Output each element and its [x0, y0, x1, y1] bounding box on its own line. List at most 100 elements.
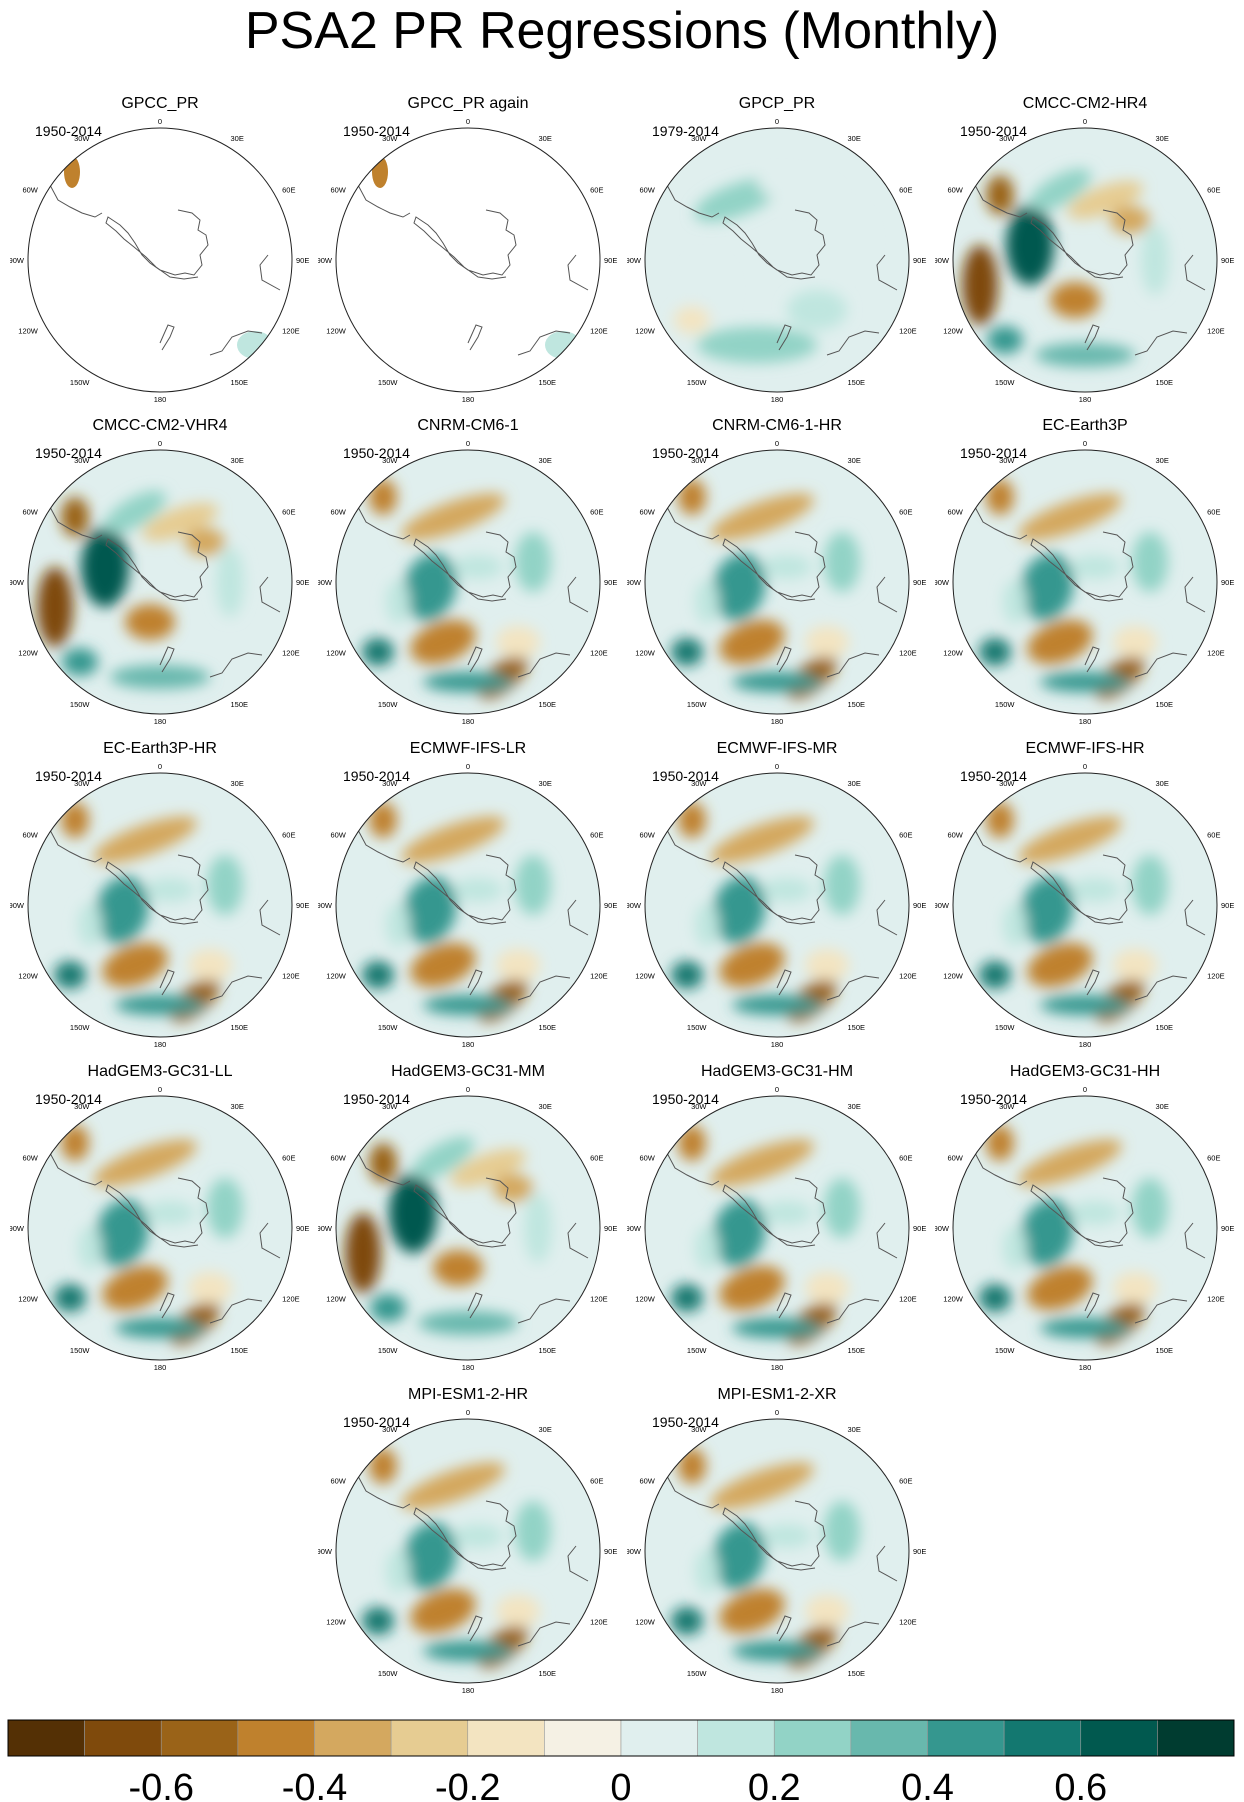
regression-anomaly	[93, 816, 197, 864]
regression-anomaly	[732, 1641, 822, 1661]
map-border	[644, 1418, 910, 1684]
regression-anomaly	[1113, 949, 1157, 981]
coastline	[467, 324, 483, 351]
coastline	[804, 1419, 860, 1427]
panel-period: 1950-2014	[960, 768, 1027, 784]
regression-anomaly	[115, 995, 205, 1015]
lon-label: 60W	[330, 186, 346, 195]
coastline	[567, 899, 589, 936]
lon-label: 150E	[1156, 700, 1174, 709]
polar-map: 0 30E 60E 90E 120E 150E 180 150W 120W 90W 60W 30W	[627, 1408, 926, 1695]
lon-label: 30W	[691, 1102, 707, 1111]
polar-map: 0 30E 60E 90E 120E 150E 180 150W 120W 90W 60W 30W	[627, 439, 926, 726]
lon-label: 180	[771, 395, 784, 404]
regression-anomaly	[1027, 1265, 1093, 1311]
lon-label: 150W	[995, 1023, 1016, 1032]
regression-anomaly	[54, 961, 86, 989]
lon-label: 60E	[590, 186, 603, 195]
lon-label: 120E	[899, 649, 917, 658]
coastline	[159, 324, 175, 351]
figure-title: PSA2 PR Regressions (Monthly)	[244, 2, 1000, 60]
coastline	[259, 576, 281, 613]
regression-anomaly	[450, 1149, 526, 1187]
lon-label: 30W	[74, 1102, 90, 1111]
map-panel: HadGEM3-GC31-HM 1950-2014 0 30E 60E 90E 120E 15…	[627, 1063, 927, 1372]
colorbar-swatch	[1080, 1719, 1158, 1757]
coastline	[259, 1222, 281, 1259]
regression-anomaly	[216, 547, 244, 617]
coastline	[517, 1621, 571, 1647]
lon-label: 0	[466, 117, 470, 126]
lon-label: 150W	[70, 700, 91, 709]
lon-label: 30W	[74, 134, 90, 143]
coastline	[495, 1419, 551, 1427]
lon-label: 0	[1083, 1085, 1087, 1094]
lon-label: 30E	[231, 134, 244, 143]
map-panel: ECMWF-IFS-HR 1950-2014 0 30E 60E 90E 120E 150E 1…	[935, 740, 1235, 1049]
lon-label: 90E	[913, 256, 926, 265]
regression-anomaly	[671, 1607, 703, 1635]
regression-anomaly	[515, 532, 551, 592]
regression-anomaly	[710, 1139, 814, 1187]
lon-label: 90E	[913, 901, 926, 910]
lon-label: 30E	[1156, 456, 1169, 465]
regression-anomaly	[962, 245, 998, 325]
lon-label: 120W	[635, 327, 656, 336]
panel-title: HadGEM3-GC31-HM	[700, 1063, 854, 1080]
regression-anomaly	[496, 626, 540, 658]
coastline	[804, 773, 860, 781]
panel-title: ECMWF-IFS-HR	[1025, 740, 1145, 757]
lon-label: 30E	[848, 456, 861, 465]
coastline	[1084, 969, 1100, 996]
regression-anomaly	[1113, 1272, 1157, 1304]
regression-anomaly	[1113, 626, 1157, 658]
map-panel: MPI-ESM1-2-XR 1950-2014 0 30E 60E 90E 120E 150E…	[627, 1386, 927, 1695]
regression-anomaly	[103, 490, 167, 534]
coastline	[187, 450, 243, 458]
coastline	[159, 969, 175, 996]
coastline	[826, 1298, 880, 1324]
lon-label: 0	[775, 1408, 779, 1417]
regression-anomaly	[1027, 942, 1093, 988]
polar-map: 0 30E 60E 90E 120E 150E 180 150W 120W 90W 60W 30W	[318, 762, 617, 1049]
lon-label: 30W	[74, 779, 90, 788]
lon-label: 90E	[1221, 1224, 1234, 1233]
coastline	[1030, 531, 1134, 602]
lon-label: 60E	[590, 1154, 603, 1163]
regression-anomaly	[433, 1250, 483, 1286]
map-border	[644, 127, 910, 393]
lon-label: 150W	[378, 1669, 399, 1678]
lon-label: 120E	[282, 327, 300, 336]
lon-label: 180	[154, 717, 167, 726]
coastline	[776, 1615, 792, 1642]
colorbar-swatch	[1003, 1719, 1082, 1757]
regression-anomaly	[61, 1125, 89, 1161]
lon-label: 150E	[539, 1023, 557, 1032]
lon-label: 180	[154, 395, 167, 404]
regression-anomaly	[410, 942, 476, 988]
regression-anomaly	[710, 1462, 814, 1510]
lon-label: 180	[462, 1040, 475, 1049]
lon-label: 60W	[330, 1477, 346, 1486]
polar-map: 0 30E 60E 90E 120E 150E 180 150W 120W 90W 60W 30W	[10, 1085, 309, 1372]
regression-anomaly	[762, 1524, 812, 1548]
lon-label: 0	[466, 762, 470, 771]
lon-label: 30W	[382, 1102, 398, 1111]
lon-label: 60E	[590, 508, 603, 517]
lon-label: 60E	[282, 508, 295, 517]
polar-map: 0 30E 60E 90E 120E 150E 180 150W 120W 90W 60W 30W	[318, 439, 617, 726]
coastline	[187, 1096, 243, 1104]
coastline	[517, 1298, 571, 1324]
map-border	[335, 1418, 601, 1684]
lon-label: 60E	[899, 831, 912, 840]
regression-anomaly	[987, 326, 1023, 354]
coastline	[495, 450, 551, 458]
regression-anomaly	[1028, 168, 1092, 212]
coastline	[776, 1292, 792, 1319]
map-border	[335, 127, 601, 393]
lon-label: 60W	[22, 831, 38, 840]
panel-title: ECMWF-IFS-MR	[716, 740, 838, 757]
regression-anomaly	[64, 156, 80, 188]
lon-label: 90W	[318, 256, 333, 265]
lon-label: 150W	[687, 1669, 708, 1678]
